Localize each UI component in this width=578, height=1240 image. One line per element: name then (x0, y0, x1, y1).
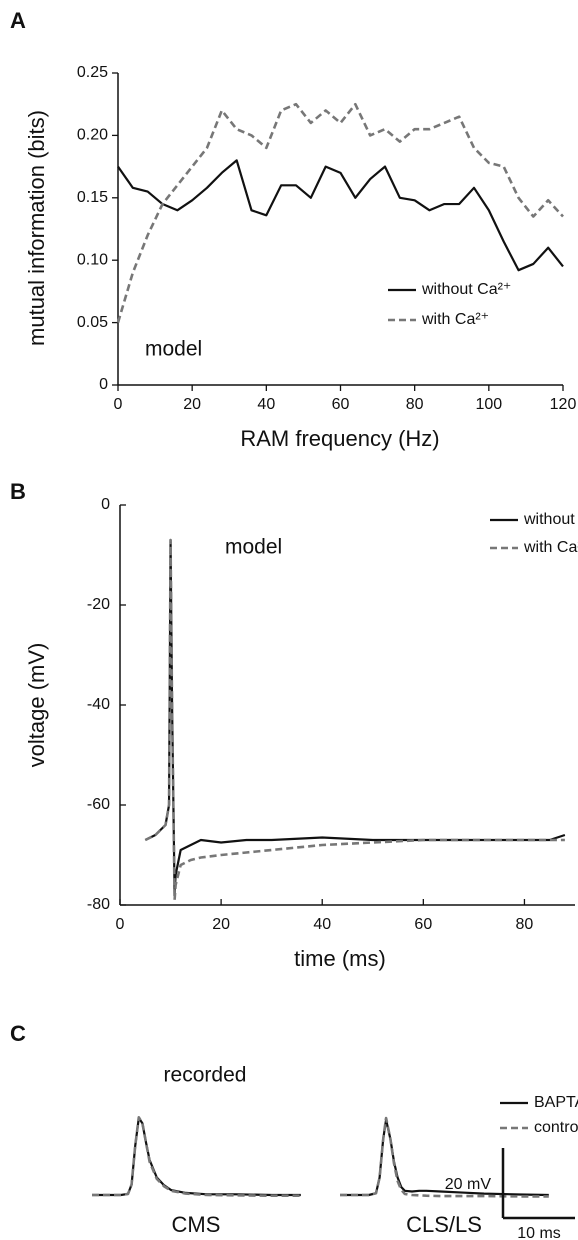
series-line (340, 1116, 549, 1198)
series-line (340, 1118, 549, 1197)
x-tick-label: 120 (550, 396, 577, 413)
scale-bar-voltage-label: 20 mV (445, 1176, 492, 1193)
annotation: model (145, 338, 202, 361)
x-tick-label: 100 (475, 396, 502, 413)
y-tick-label: 0.25 (77, 64, 108, 81)
y-axis-label: mutual information (bits) (24, 110, 49, 346)
x-tick-label: 20 (183, 396, 201, 413)
y-tick-label: -80 (87, 896, 110, 913)
y-axis-label: voltage (mV) (24, 643, 49, 768)
x-tick-label: 80 (516, 916, 534, 933)
legend-label: BAPTA (534, 1094, 578, 1111)
x-axis-label: CMS (172, 1212, 221, 1237)
panel-label: C (10, 1021, 26, 1046)
x-tick-label: 40 (257, 396, 275, 413)
series-line (92, 1116, 301, 1197)
x-axis-label: CLS/LS (406, 1212, 482, 1237)
y-tick-label: 0 (101, 496, 110, 513)
x-tick-label: 0 (116, 916, 125, 933)
x-axis-label: time (ms) (294, 946, 386, 971)
y-tick-label: 0.10 (77, 251, 108, 268)
series-line (144, 538, 566, 897)
x-tick-label: 60 (332, 396, 350, 413)
series-line (92, 1116, 301, 1197)
y-tick-label: 0 (99, 376, 108, 393)
panel-label: A (10, 8, 26, 33)
panel-title: recorded (164, 1064, 247, 1087)
scale-bar-time-label: 10 ms (517, 1225, 561, 1240)
x-tick-label: 60 (414, 916, 432, 933)
y-tick-label: 0.05 (77, 314, 108, 331)
legend-label: with Ca²⁺ (421, 311, 489, 328)
legend-label: with Ca²⁺ (523, 539, 578, 556)
legend-label: control (534, 1119, 578, 1136)
x-tick-label: 80 (406, 396, 424, 413)
y-tick-label: 0.15 (77, 189, 108, 206)
x-tick-label: 0 (114, 396, 123, 413)
series-line (116, 102, 564, 323)
series-line (144, 538, 565, 902)
panel-label: B (10, 479, 26, 504)
y-tick-label: 0.20 (77, 127, 108, 144)
x-axis-label: RAM frequency (Hz) (240, 426, 439, 451)
legend-label: without Ca²⁺ (421, 281, 511, 298)
legend-label: without Ca²⁺ (523, 511, 578, 528)
x-tick-label: 40 (313, 916, 331, 933)
y-tick-label: -40 (87, 696, 110, 713)
annotation: model (225, 536, 282, 559)
y-tick-label: -60 (87, 796, 110, 813)
y-tick-label: -20 (87, 596, 110, 613)
x-tick-label: 20 (212, 916, 230, 933)
series-line (117, 159, 564, 272)
